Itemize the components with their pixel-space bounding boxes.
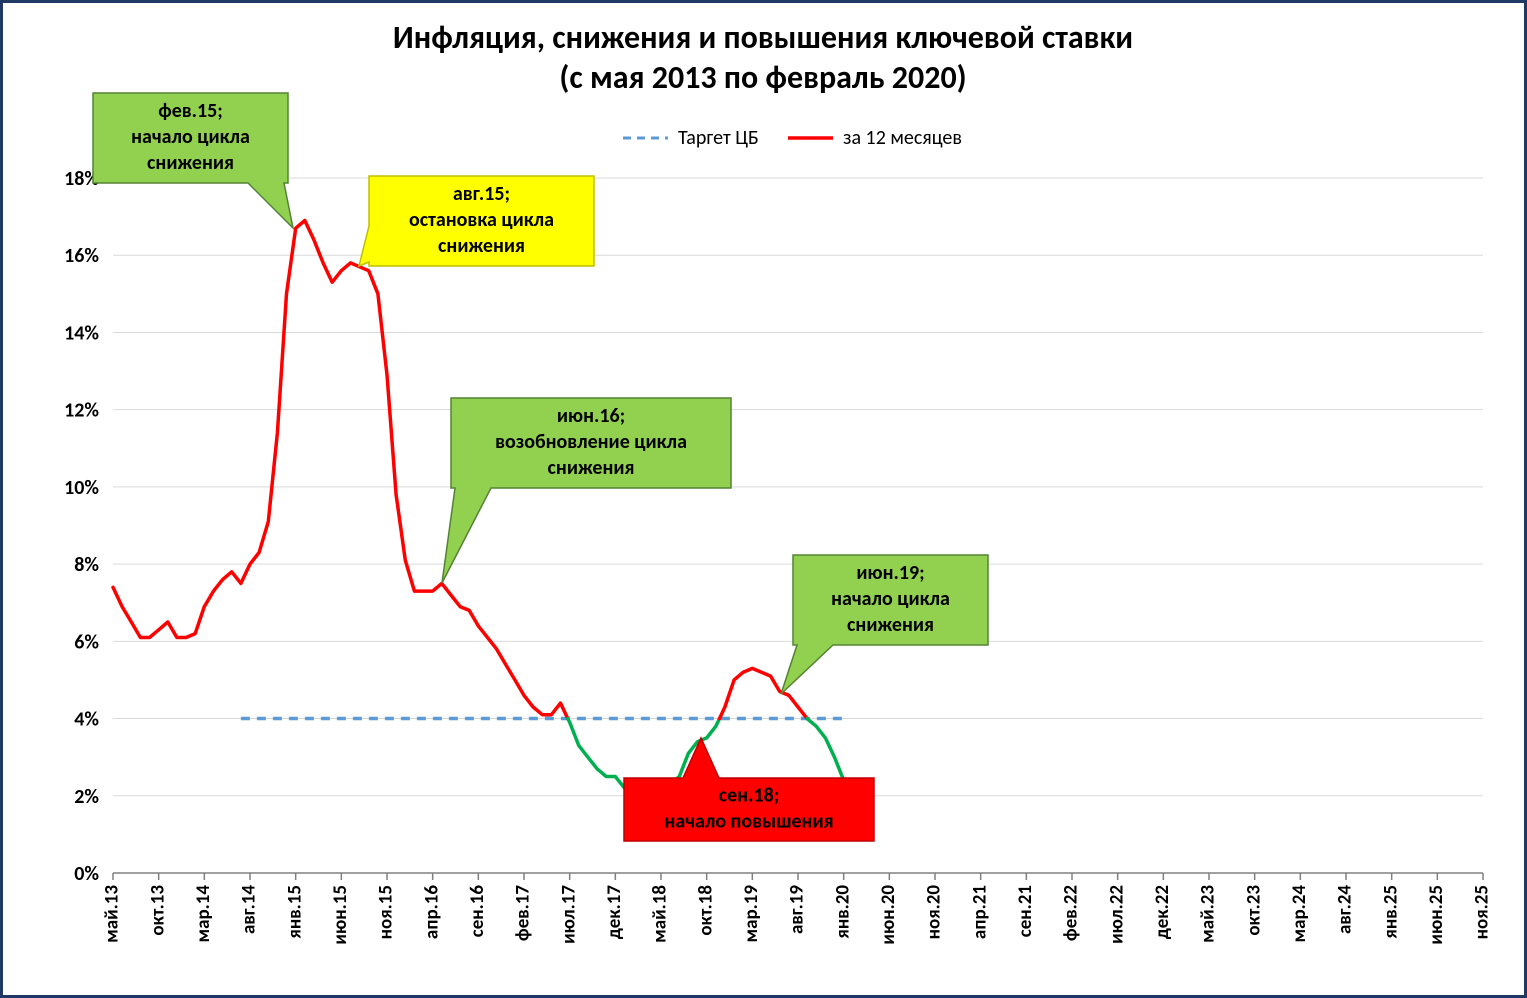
x-tick-label: май.18 (649, 885, 672, 943)
x-tick-label: авг.24 (1334, 885, 1357, 934)
callout-text-sep18-0: сен.18; (719, 783, 779, 807)
x-tick-label: сен.21 (1014, 885, 1037, 937)
y-tick-label: 6% (74, 630, 99, 654)
x-tick-label: фев.17 (512, 885, 535, 941)
x-tick-label-group: мар.19 (740, 885, 763, 943)
x-tick-label-group: апр.16 (420, 885, 443, 939)
x-tick-label: июл.22 (1105, 885, 1128, 944)
x-tick-label-group: ноя.25 (1471, 885, 1494, 939)
callout-text-sep18-1: начало повышения (664, 809, 833, 833)
callout-text-aug15-0: авг.15; (453, 182, 510, 206)
legend-label-inflation: за 12 месяцев (843, 126, 962, 150)
chart-title-line1: Инфляция, снижения и повышения ключевой … (393, 18, 1133, 57)
x-tick-label: дек.22 (1151, 885, 1174, 939)
x-tick-label: мар.14 (192, 885, 215, 943)
x-tick-label: май.23 (1197, 885, 1220, 943)
y-tick-label: 0% (74, 862, 99, 886)
x-tick-label: июн.15 (329, 885, 352, 945)
x-tick-label-group: май.18 (649, 885, 672, 943)
x-tick-label: мар.19 (740, 885, 763, 943)
chart-container: Инфляция, снижения и повышения ключевой … (0, 0, 1527, 998)
callout-text-aug15-1: остановка цикла (409, 208, 554, 232)
x-tick-label: апр.21 (968, 885, 991, 939)
x-tick-label-group: фев.22 (1060, 885, 1083, 941)
callout-text-feb15-0: фев.15; (158, 99, 223, 123)
y-tick-label: 2% (74, 785, 99, 809)
x-tick-label-group: окт.23 (1242, 885, 1265, 936)
x-tick-label: ноя.20 (923, 885, 946, 940)
x-tick-label: окт.23 (1242, 885, 1265, 936)
callout-text-feb15-2: снижения (147, 151, 234, 175)
x-tick-label-group: авг.14 (238, 885, 261, 934)
callout-text-jun19-2: снижения (847, 613, 934, 637)
x-tick-label: дек.17 (603, 885, 626, 940)
x-tick-label-group: апр.21 (968, 885, 991, 939)
x-tick-label-group: мар.24 (1288, 885, 1311, 943)
y-tick-label: 16% (64, 244, 99, 268)
inflation-line-segment (807, 719, 853, 785)
callout-text-jun19-0: июн.19; (856, 561, 924, 585)
x-tick-label-group: ноя.20 (923, 885, 946, 940)
x-tick-label-group: фев.17 (512, 885, 535, 941)
x-tick-label-group: окт.18 (694, 885, 717, 936)
callout-text-jun16-0: июн.16; (557, 404, 625, 428)
callout-text-aug15-2: снижения (438, 234, 525, 258)
x-tick-label-group: янв.20 (831, 885, 854, 939)
y-tick-label: 8% (74, 553, 99, 577)
x-tick-label-group: июн.25 (1425, 885, 1448, 945)
x-tick-label: авг.19 (786, 885, 809, 934)
x-tick-label: янв.25 (1379, 885, 1402, 939)
x-tick-label: ноя.15 (375, 885, 398, 939)
x-tick-label-group: сен.21 (1014, 885, 1037, 937)
y-tick-label: 10% (64, 476, 99, 500)
x-tick-label-group: сен.16 (466, 885, 489, 938)
legend-label-target: Таргет ЦБ (678, 126, 759, 150)
x-tick-label-group: авг.24 (1334, 885, 1357, 934)
inflation-chart: Инфляция, снижения и повышения ключевой … (3, 3, 1524, 995)
x-tick-label-group: дек.22 (1151, 885, 1174, 939)
x-tick-label: янв.15 (283, 885, 306, 939)
x-tick-label-group: июл.22 (1105, 885, 1128, 944)
x-tick-label: июн.20 (877, 885, 900, 945)
x-tick-label-group: июн.15 (329, 885, 352, 945)
x-tick-label-group: янв.15 (283, 885, 306, 939)
x-tick-label-group: авг.19 (786, 885, 809, 934)
callout-text-jun16-1: возобновление цикла (495, 430, 687, 454)
callout-text-feb15-1: начало цикла (131, 125, 250, 149)
x-tick-label: ноя.25 (1471, 885, 1494, 939)
x-tick-label: янв.20 (831, 885, 854, 939)
y-tick-label: 4% (74, 708, 99, 732)
x-tick-label-group: май.13 (101, 885, 124, 943)
x-tick-label-group: янв.25 (1379, 885, 1402, 939)
x-tick-label: июл.17 (557, 885, 580, 944)
x-tick-label: сен.16 (466, 885, 489, 938)
callout-text-jun19-1: начало цикла (831, 587, 950, 611)
chart-title-line2: (с мая 2013 по февраль 2020) (559, 58, 966, 97)
x-tick-label: фев.22 (1060, 885, 1083, 941)
x-tick-label: окт.18 (694, 885, 717, 936)
x-tick-label-group: мар.14 (192, 885, 215, 943)
x-tick-label-group: дек.17 (603, 885, 626, 940)
y-tick-label: 14% (64, 321, 99, 345)
x-tick-label: окт.13 (146, 885, 169, 936)
x-tick-label: авг.14 (238, 885, 261, 934)
callout-text-jun16-2: снижения (548, 456, 635, 480)
x-tick-label: мар.24 (1288, 885, 1311, 943)
x-tick-label-group: июн.20 (877, 885, 900, 945)
x-tick-label-group: окт.13 (146, 885, 169, 936)
x-tick-label: май.13 (101, 885, 124, 943)
x-tick-label: июн.25 (1425, 885, 1448, 945)
x-tick-label-group: ноя.15 (375, 885, 398, 939)
x-tick-label-group: июл.17 (557, 885, 580, 944)
y-tick-label: 12% (64, 399, 99, 423)
x-tick-label-group: май.23 (1197, 885, 1220, 943)
x-tick-label: апр.16 (420, 885, 443, 939)
